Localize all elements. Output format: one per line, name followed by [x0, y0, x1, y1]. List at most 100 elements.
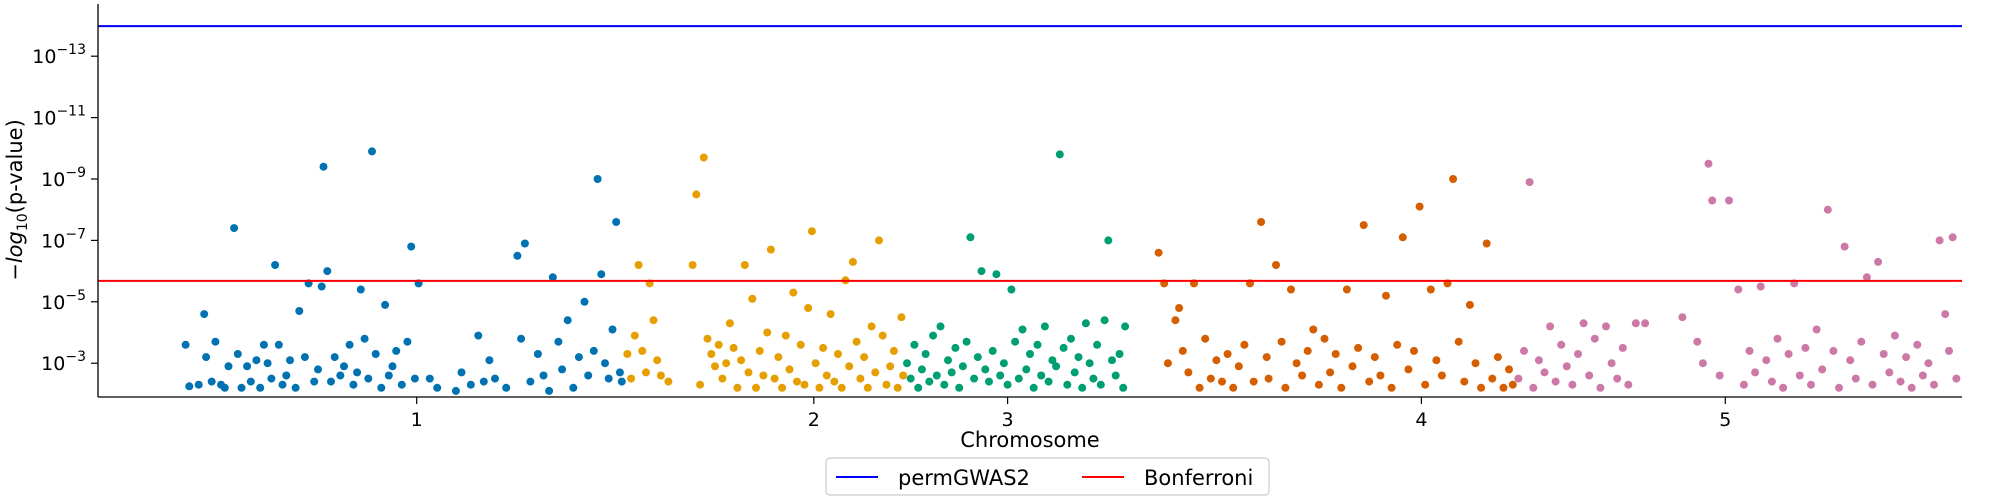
point-chr4-37 — [1354, 343, 1363, 352]
point-chr1-87 — [612, 218, 621, 226]
point-chr3-55 — [1108, 356, 1116, 365]
point-chr3-49 — [1085, 359, 1094, 368]
x-tick-label: 5 — [1719, 409, 1731, 431]
point-chr5-33 — [1751, 368, 1760, 377]
point-chr3-34 — [1029, 383, 1038, 392]
point-chr2-7 — [649, 316, 658, 325]
point-chr3-13 — [951, 343, 960, 352]
point-chr3-12 — [947, 368, 956, 377]
point-chr4-42 — [1382, 291, 1390, 300]
point-chr1-32 — [319, 162, 328, 171]
point-chr5-29 — [1725, 196, 1733, 205]
point-chr3-51 — [1093, 340, 1102, 349]
point-chr2-60 — [871, 368, 880, 377]
point-chr4-30 — [1314, 380, 1323, 389]
point-chr2-54 — [848, 257, 857, 266]
point-chr4-35 — [1342, 285, 1351, 294]
point-chr4-57 — [1465, 300, 1474, 309]
point-chr5-7 — [1551, 377, 1560, 386]
point-chr4-48 — [1415, 202, 1424, 211]
point-chr2-28 — [752, 383, 760, 392]
point-chr1-8 — [220, 383, 229, 392]
point-chr4-18 — [1249, 377, 1258, 386]
point-chr5-62 — [1913, 340, 1922, 349]
point-chr4-16 — [1240, 340, 1249, 349]
point-chr3-41 — [1055, 150, 1064, 159]
point-chr2-34 — [774, 353, 783, 362]
point-chr3-57 — [1115, 350, 1124, 358]
point-chr5-37 — [1773, 334, 1782, 343]
point-chr4-36 — [1348, 362, 1357, 371]
point-chr3-29 — [1011, 337, 1020, 346]
point-chr1-56 — [425, 374, 434, 383]
point-chr2-30 — [759, 371, 768, 380]
point-chr4-54 — [1449, 175, 1458, 183]
point-chr2-15 — [703, 334, 712, 343]
point-chr5-59 — [1896, 377, 1905, 386]
point-chr1-42 — [360, 334, 369, 343]
point-chr2-3 — [634, 261, 643, 269]
point-chr5-32 — [1745, 346, 1754, 355]
point-chr1-17 — [259, 340, 268, 349]
point-chr1-1 — [185, 382, 194, 391]
point-chr4-22 — [1272, 261, 1280, 269]
point-chr1-9 — [224, 362, 233, 371]
point-chr4-11 — [1212, 356, 1221, 365]
point-chr2-9 — [656, 371, 665, 380]
point-chr5-56 — [1879, 350, 1888, 358]
point-chr5-47 — [1829, 346, 1838, 355]
point-chr3-40 — [1052, 362, 1061, 371]
y-tick-label: 10−11 — [32, 104, 86, 130]
point-chr4-47 — [1410, 346, 1418, 355]
point-chr4-33 — [1331, 350, 1340, 358]
point-chr3-59 — [1121, 322, 1130, 331]
y-tick-label: 10−3 — [41, 349, 86, 375]
point-chr1-43 — [364, 374, 373, 383]
point-chr1-16 — [256, 383, 265, 392]
point-chr1-22 — [278, 380, 287, 389]
y-tick-label: 10−7 — [41, 226, 86, 252]
point-chr2-18 — [714, 340, 723, 349]
x-ticks: 1 2 3 4 5 — [411, 397, 1731, 431]
point-chr1-12 — [237, 383, 246, 392]
point-chr4-15 — [1234, 362, 1243, 371]
point-chr5-20 — [1624, 380, 1633, 389]
point-chr4-40 — [1370, 353, 1379, 362]
point-chr2-56 — [856, 374, 865, 383]
point-chr2-26 — [744, 368, 753, 377]
point-chr2-55 — [852, 337, 861, 346]
point-chr3-17 — [966, 233, 975, 242]
point-chr5-6 — [1546, 322, 1555, 331]
point-chr2-42 — [804, 304, 813, 312]
y-tick-label: 10−9 — [41, 165, 86, 191]
point-chr1-23 — [282, 371, 291, 380]
point-chr1-65 — [502, 383, 511, 392]
point-chr5-46 — [1823, 205, 1832, 214]
point-chr3-25 — [996, 371, 1005, 380]
point-chr5-31 — [1739, 380, 1748, 389]
point-chr2-41 — [800, 380, 809, 389]
point-chr2-20 — [722, 359, 731, 368]
point-chr3-52 — [1096, 380, 1105, 389]
point-chr1-37 — [340, 362, 348, 371]
point-chr2-17 — [711, 362, 719, 371]
point-chr3-42 — [1059, 343, 1068, 352]
point-chr4-2 — [1163, 359, 1172, 368]
point-chr3-47 — [1078, 383, 1087, 392]
point-chr2-48 — [826, 310, 835, 319]
point-chr3-16 — [962, 337, 971, 346]
point-chr5-44 — [1812, 325, 1821, 334]
point-chr3-18 — [970, 374, 979, 383]
point-chr3-0 — [903, 359, 911, 368]
point-chr5-53 — [1862, 273, 1871, 282]
point-chr1-40 — [353, 368, 362, 377]
point-chr3-9 — [936, 322, 945, 331]
point-chr1-63 — [485, 356, 494, 365]
point-chr4-65 — [1508, 380, 1517, 389]
point-chr2-47 — [822, 371, 831, 380]
point-chr4-29 — [1309, 325, 1318, 334]
point-chr5-8 — [1557, 340, 1566, 349]
point-chr1-62 — [479, 377, 488, 386]
point-chr1-78 — [574, 353, 583, 362]
point-chr1-79 — [580, 297, 589, 306]
